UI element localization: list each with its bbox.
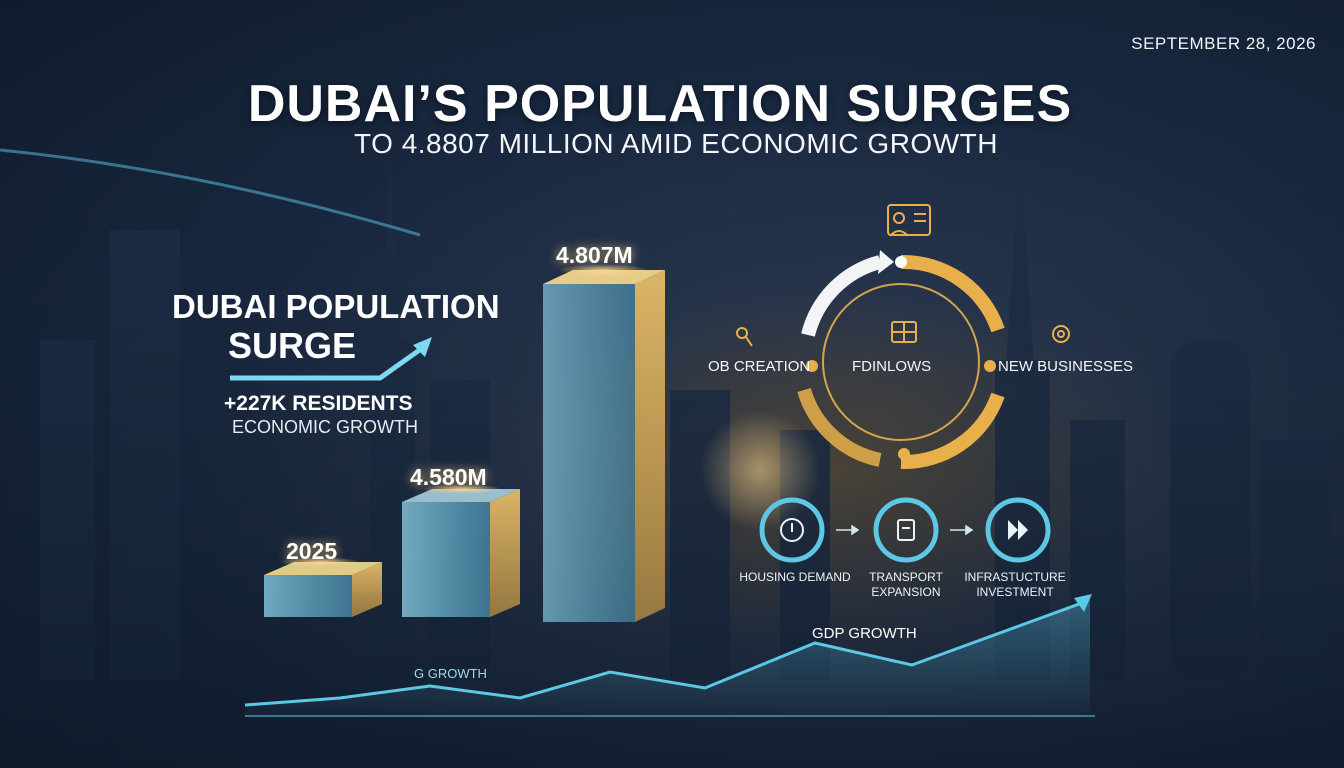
step-icons — [759, 497, 1051, 563]
callout-heading-line1: DUBAI POPULATION — [172, 288, 500, 325]
step-label-housing: HOUSING DEMAND — [739, 570, 851, 584]
bar-2025 — [264, 562, 382, 617]
gear-icon — [1052, 325, 1070, 343]
cycle-label-job-creation: OB CREATION — [708, 358, 811, 375]
map-icon — [891, 321, 917, 343]
transit-icon — [897, 519, 915, 541]
cycle-label-fdi: FDINLOWS — [852, 358, 932, 375]
page-title: DUBAI’S POPULATION SURGES — [247, 75, 1073, 133]
cycle-label-new-businesses: NEW BUSINESSES — [998, 358, 1134, 375]
bar-4580m — [402, 489, 520, 617]
date-label: SEPTEMBER 28, 2026 — [1131, 34, 1316, 53]
bar-4807m — [543, 270, 665, 622]
gdp-trend-chart — [244, 594, 1095, 717]
alert-icon — [780, 518, 804, 542]
gdp-growth-label: GDP GROWTH — [812, 625, 917, 642]
person-board-icon — [887, 204, 931, 237]
step-arrows — [836, 524, 974, 536]
bar-label-mid: 4.580M — [410, 464, 487, 490]
step-label-transport: TRANSPORT EXPANSION — [869, 570, 943, 599]
growth-cycle — [797, 250, 1005, 470]
bar-label-top: 4.807M — [556, 242, 633, 268]
step-label-infrastructure: INFRASTUCTURE INVESTMENT — [964, 570, 1066, 599]
wrench-icon — [736, 327, 753, 347]
residents-stat: +227K RESIDENTS — [224, 392, 413, 415]
growth-label: G GROWTH — [414, 666, 487, 681]
bar-label-2025: 2025 — [286, 538, 338, 564]
economic-growth-label: ECONOMIC GROWTH — [232, 417, 418, 437]
fast-forward-icon — [1008, 520, 1018, 540]
page-subtitle: TO 4.8807 MILLION AMID ECONOMIC GROWTH — [354, 128, 998, 159]
callout-heading-line2: SURGE — [228, 325, 357, 366]
